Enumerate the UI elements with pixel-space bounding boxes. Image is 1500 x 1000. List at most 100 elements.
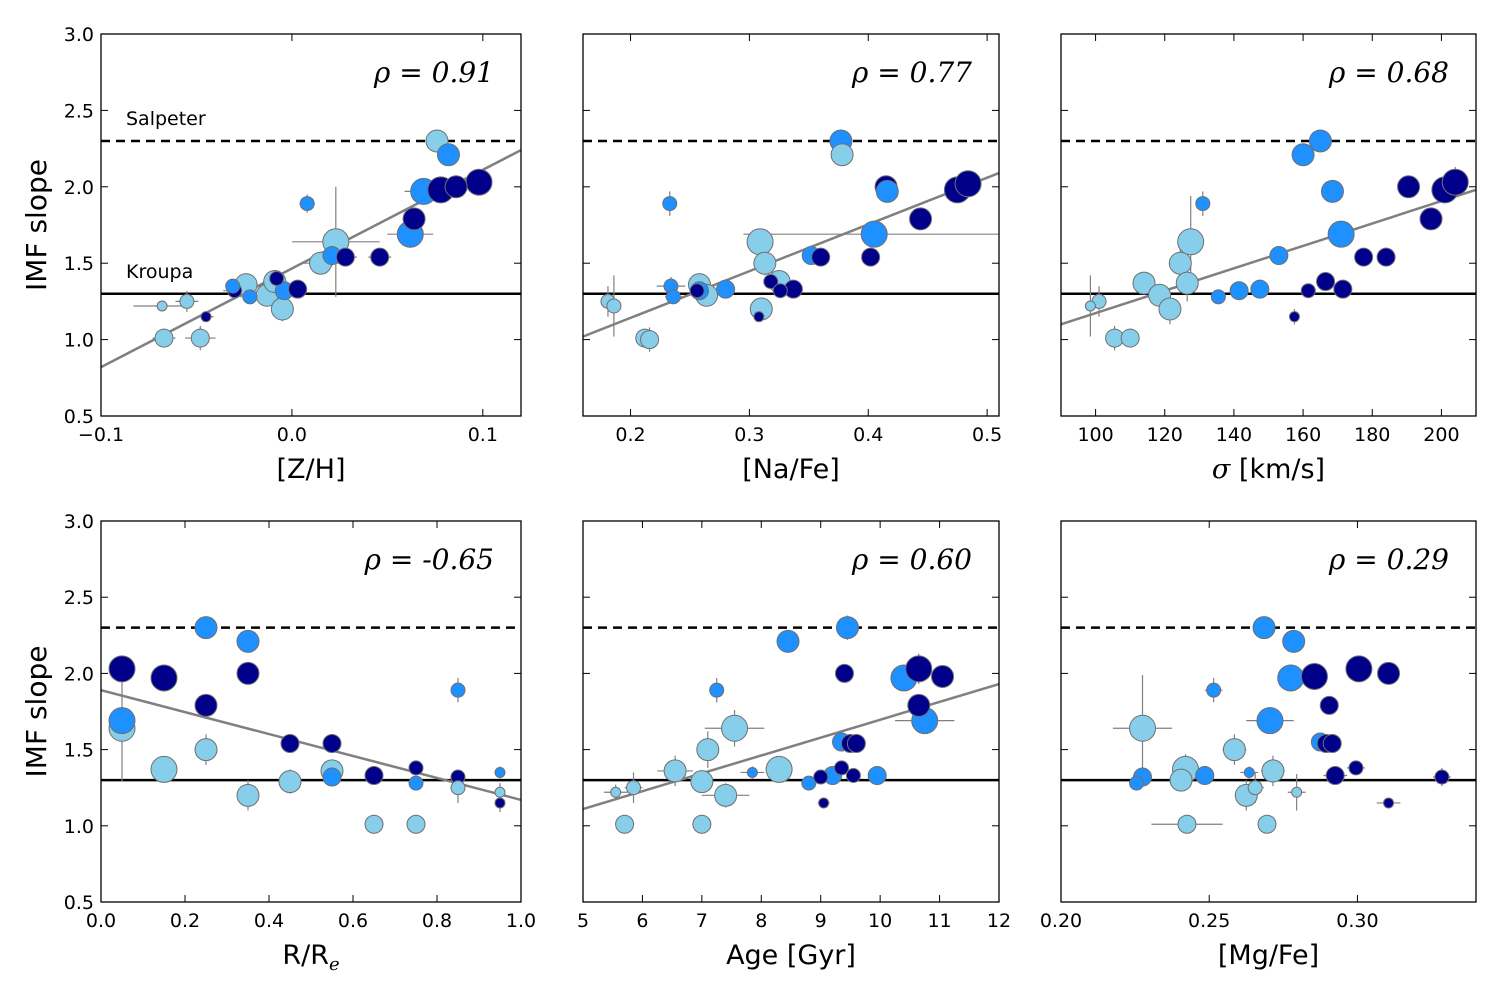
data-point [408, 775, 424, 791]
data-point [108, 655, 136, 683]
data-point [465, 168, 493, 196]
y-tick-label: 2.0 [64, 663, 94, 685]
data-point [269, 270, 285, 286]
data-point [692, 814, 712, 834]
data-point [772, 283, 788, 299]
data-point [1210, 289, 1226, 305]
data-point [1129, 714, 1157, 742]
data-point [776, 629, 800, 653]
x-tick-label: 120 [1147, 424, 1183, 446]
data-point [322, 767, 342, 787]
plot-area [583, 34, 999, 416]
data-point [860, 220, 888, 248]
data-point [494, 797, 506, 809]
data-point [709, 682, 725, 698]
data-point [1348, 760, 1364, 776]
data-point [150, 664, 178, 692]
data-point [322, 734, 342, 754]
panel-5: 5 6 7 8 9 10 11 12 Age [Gyr] ρ = 0.60 [577, 520, 1011, 971]
rho-annotation: ρ = 0.60 [851, 543, 972, 576]
data-point [1169, 768, 1193, 792]
data-point [236, 629, 260, 653]
rho-annotation: ρ = 0.29 [1328, 543, 1449, 576]
data-point [909, 207, 933, 231]
data-point [1291, 786, 1303, 798]
plot-area [101, 34, 521, 416]
data-point [1250, 279, 1270, 299]
x-tick-label: −0.1 [78, 424, 124, 446]
data-point [288, 279, 308, 299]
x-tick-label: 100 [1077, 424, 1113, 446]
x-tick-label: 11 [927, 910, 951, 932]
data-point [615, 814, 635, 834]
data-point [1132, 271, 1156, 295]
data-point [364, 766, 384, 786]
data-point [1261, 759, 1285, 783]
data-point [662, 196, 678, 212]
data-point [746, 228, 774, 256]
data-point [1257, 814, 1277, 834]
data-point [1419, 207, 1443, 231]
data-point [907, 693, 931, 717]
data-point [1277, 664, 1305, 692]
data-point [867, 766, 887, 786]
data-point [1129, 775, 1145, 791]
data-point [194, 738, 218, 762]
data-point [1195, 766, 1215, 786]
data-point [875, 179, 899, 203]
data-point [663, 759, 687, 783]
axes-frame [582, 33, 1000, 417]
data-point [834, 760, 850, 776]
data-point [1243, 766, 1255, 778]
x-axis-label: R/Re [282, 940, 339, 975]
axes-frame [1060, 33, 1477, 417]
data-point [194, 693, 218, 717]
x-tick-label: 0.8 [422, 910, 452, 932]
data-point [1288, 311, 1300, 323]
data-point [436, 143, 460, 167]
fit-line [101, 688, 521, 802]
panel-4: 0.5 1.0 1.5 2.0 2.5 3.0 0.0 0.2 0.4 0.6 0.8 1.0 R/Re… [20, 511, 536, 975]
y-tick-label: 1.0 [64, 330, 94, 352]
panel-1: 0.5 1.0 1.5 2.0 2.5 3.0 −0.1 0.0 0.1 [Z/H] IMF slo… [20, 24, 522, 485]
x-tick-label: 0.6 [338, 910, 368, 932]
data-point [716, 279, 736, 299]
plot-content [101, 129, 521, 369]
data-point [714, 783, 738, 807]
data-point [746, 766, 758, 778]
data-point [763, 274, 779, 290]
data-point [1308, 129, 1332, 153]
data-point [811, 247, 831, 267]
x-tick-label: 180 [1354, 424, 1390, 446]
data-point [1168, 251, 1192, 275]
data-point [954, 170, 982, 198]
y-axis-label: IMF slope [20, 646, 53, 778]
data-point [1291, 143, 1315, 167]
x-tick-label: 1.0 [506, 910, 536, 932]
data-point [1319, 695, 1339, 715]
axes-frame [1060, 520, 1477, 903]
plot-content [1061, 129, 1476, 351]
data-point [1345, 655, 1373, 683]
x-tick-label: 0.2 [170, 910, 200, 932]
data-point [813, 769, 829, 785]
rho-annotation: ρ = -0.65 [363, 543, 494, 576]
y-tick-label: 1.0 [64, 816, 94, 838]
panel-6: 0.20 0.25 0.30 [Mg/Fe] ρ = 0.29 [1040, 520, 1477, 971]
data-point [402, 207, 426, 231]
x-axis-label: [Mg/Fe] [1218, 940, 1319, 971]
y-tick-label: 1.5 [64, 253, 94, 275]
data-point [845, 768, 861, 784]
data-point [765, 755, 793, 783]
data-point [721, 714, 749, 742]
rho-annotation: ρ = 0.91 [373, 56, 494, 89]
data-point [1269, 246, 1289, 266]
x-tick-label: 0.2 [615, 424, 645, 446]
data-point [270, 297, 294, 321]
fit-line [1061, 188, 1476, 326]
data-point [1229, 281, 1249, 301]
y-tick-label: 3.0 [64, 511, 94, 533]
y-tick-label: 0.5 [64, 892, 94, 914]
data-point [1322, 734, 1342, 754]
data-point [846, 734, 866, 754]
